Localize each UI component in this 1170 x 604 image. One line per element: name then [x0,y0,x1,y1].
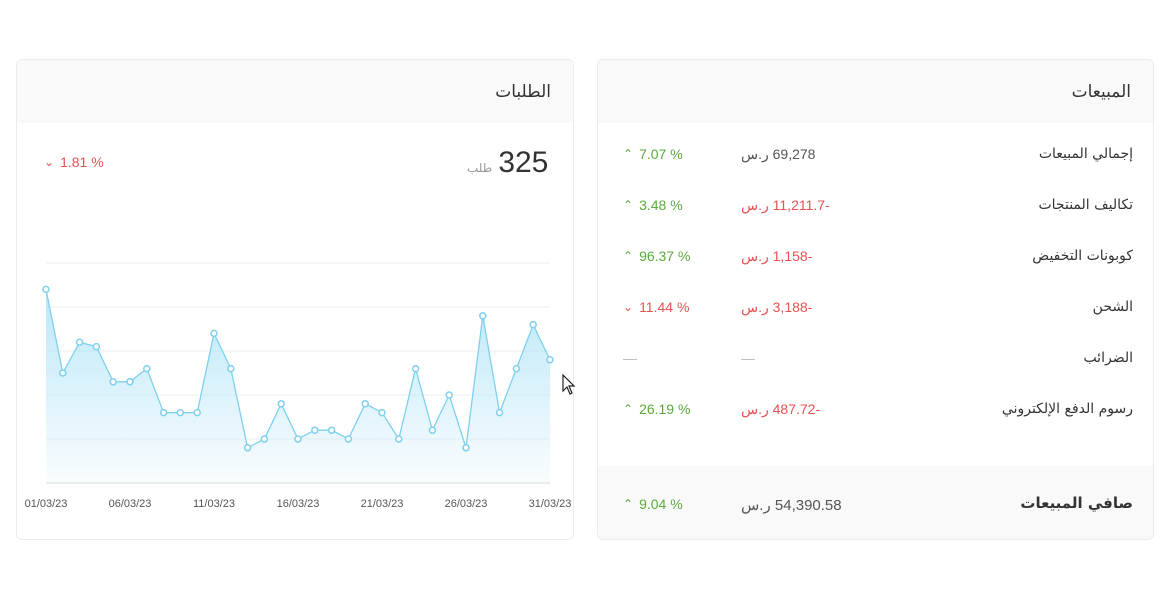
orders-point[interactable] [277,400,285,408]
orders-point[interactable] [495,408,504,417]
x-tick-label: 06/03/23 [109,498,152,510]
orders-point[interactable] [311,426,319,434]
sales-row-label: الشحن [1092,299,1133,315]
orders-point[interactable] [529,320,537,329]
sales-row-label: رسوم الدفع الإلكتروني [1001,401,1133,417]
sales-card: المبيعات إجمالي المبيعات 69,278 ر.س ⌃ 7.07 … [597,59,1154,540]
sales-row: إجمالي المبيعات 69,278 ر.س ⌃ 7.07 % [598,146,1153,196]
orders-point[interactable] [143,364,151,373]
orders-point[interactable] [210,329,218,338]
sales-row-change-value: 26.19 % [639,401,691,417]
sales-row-change-value: — [623,350,637,366]
orders-count-block: 325 طلب [467,146,548,180]
orders-point[interactable] [512,364,521,373]
orders-title: الطلبات [495,81,551,102]
orders-point[interactable] [411,364,420,373]
sales-row: رسوم الدفع الإلكتروني -487.72 ر.س ⌃ 26.19 % [598,401,1153,451]
orders-point[interactable] [546,356,554,364]
orders-point[interactable] [92,342,101,351]
orders-point[interactable] [193,408,201,417]
sales-row-amount: 69,278 ر.س [741,146,816,162]
sales-row-change: ⌃ 26.19 % [623,401,690,417]
net-sales-row: صافي المبيعات 54,390.58 ر.س ⌃ 9.04 % [598,466,1153,539]
chevron-up-icon: ⌃ [623,249,634,263]
sales-row-amount: -1,158 ر.س [741,248,813,264]
orders-point[interactable] [176,408,185,417]
net-sales-amount: 54,390.58 ر.س [741,497,842,514]
sales-table: إجمالي المبيعات 69,278 ر.س ⌃ 7.07 % تكاليف ا… [598,123,1153,466]
orders-point[interactable] [327,426,336,434]
x-tick-label: 11/03/23 [193,498,235,510]
sales-row-label: إجمالي المبيعات [1038,146,1133,162]
sales-row: الشحن -3,188 ر.س ⌄ 11.44 % [598,299,1153,349]
chevron-up-icon: ⌃ [623,497,634,511]
orders-count-unit: طلب [467,161,493,175]
orders-point[interactable] [395,435,403,443]
orders-point[interactable] [126,378,134,386]
x-tick-label: 16/03/23 [277,498,320,510]
orders-point[interactable] [294,435,302,443]
sales-row-change: — [623,350,637,366]
orders-point[interactable] [445,391,453,399]
orders-chart: 01/03/23 06/03/23 11/03/23 16/03/23 21/03/23… [25,262,572,510]
net-sales-change: ⌃ 9.04 % [623,496,683,512]
sales-row-amount: -487.72 ر.س [741,401,821,417]
orders-point[interactable] [75,338,84,346]
chevron-up-icon: ⌃ [623,147,634,161]
orders-point[interactable] [462,444,470,452]
orders-card-header: الطلبات [17,60,573,123]
orders-point[interactable] [428,426,437,434]
orders-point[interactable] [361,400,369,408]
x-tick-label: 01/03/23 [25,498,68,510]
sales-row-change-value: 7.07 % [639,146,683,162]
net-sales-label: صافي المبيعات [1020,494,1133,512]
chevron-up-icon: ⌃ [623,198,634,212]
orders-change: ⌄ 1.81 % [44,154,104,170]
x-tick-label: 21/03/23 [361,498,404,510]
sales-title: المبيعات [1071,81,1131,102]
x-tick-label: 31/03/23 [529,498,572,510]
sales-row-amount: -11,211.7 ر.س [741,197,830,213]
orders-point[interactable] [59,369,67,377]
sales-row-change: ⌃ 3.48 % [623,197,683,213]
sales-row: تكاليف المنتجات -11,211.7 ر.س ⌃ 3.48 % [598,197,1153,247]
orders-change-value: 1.81 % [60,154,104,170]
sales-card-header: المبيعات [598,60,1153,123]
x-tick-label: 26/03/23 [445,498,488,510]
sales-row-change: ⌃ 7.07 % [623,146,683,162]
sales-row-change-value: 96.37 % [639,248,691,264]
orders-point[interactable] [227,364,235,373]
orders-card: الطلبات 325 طلب ⌄ 1.81 % 01/03/23 06/03/2… [16,59,574,540]
chevron-up-icon: ⌃ [623,402,634,416]
sales-row-change: ⌄ 11.44 % [623,299,689,315]
orders-point[interactable] [260,435,269,443]
orders-point[interactable] [42,285,50,294]
sales-row: الضرائب — — [598,350,1153,400]
sales-row-label: تكاليف المنتجات [1038,197,1133,213]
orders-area [46,289,550,483]
chevron-down-icon: ⌄ [623,300,634,314]
net-sales-change-value: 9.04 % [639,496,683,512]
sales-row-change-value: 3.48 % [639,197,683,213]
orders-point[interactable] [378,408,386,417]
sales-row-change-value: 11.44 % [639,299,690,315]
sales-row-change: ⌃ 96.37 % [623,248,690,264]
sales-row-label: كوبونات التخفيض [1032,248,1133,264]
chevron-down-icon: ⌄ [44,155,55,169]
sales-row-amount: — [741,350,755,366]
orders-point[interactable] [344,435,353,443]
orders-point[interactable] [109,378,117,386]
orders-point[interactable] [479,312,487,320]
sales-row: كوبونات التخفيض -1,158 ر.س ⌃ 96.37 % [598,248,1153,298]
orders-count: 325 [498,146,549,179]
sales-row-label: الضرائب [1083,350,1133,366]
orders-point[interactable] [159,408,168,417]
orders-point[interactable] [243,444,252,452]
sales-row-amount: -3,188 ر.س [741,299,813,315]
mouse-cursor-icon [562,374,576,395]
